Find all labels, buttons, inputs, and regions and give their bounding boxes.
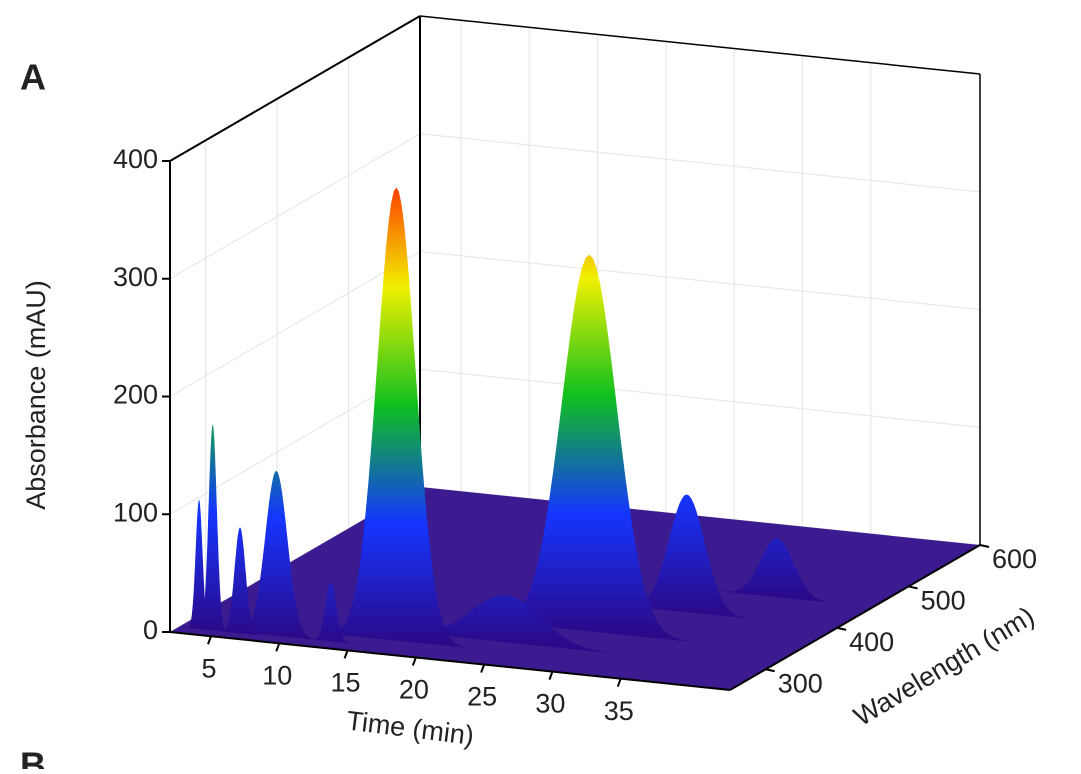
z-tick-label: 600 <box>992 544 1037 574</box>
peak <box>480 254 699 643</box>
next-panel-label: B <box>20 745 46 769</box>
y-tick-label: 300 <box>113 262 158 292</box>
tick <box>765 668 775 673</box>
y-tick-label: 100 <box>113 497 158 527</box>
tick <box>979 544 990 548</box>
grid-line <box>169 133 421 280</box>
peak <box>711 538 843 604</box>
peak <box>615 494 758 620</box>
x-tick-label: 20 <box>399 675 429 705</box>
y-axis-label: Absorbance (mAU) <box>21 280 51 510</box>
x-tick-label: 5 <box>201 653 216 683</box>
tick <box>275 642 281 652</box>
tick <box>480 664 486 673</box>
tick <box>343 650 349 659</box>
y-tick-label: 0 <box>143 615 158 645</box>
peak <box>319 187 473 649</box>
tick <box>411 657 417 666</box>
axis-line <box>169 631 731 691</box>
z-tick-label: 400 <box>849 627 894 657</box>
frame-line <box>419 15 981 75</box>
z-tick-label: 300 <box>778 668 823 698</box>
peak <box>369 595 643 657</box>
axis-line <box>729 544 981 691</box>
z-axis-label: Wavelength (nm) <box>849 601 1040 732</box>
y-tick-label: 200 <box>113 380 158 410</box>
x-tick-label: 25 <box>467 682 497 712</box>
tick <box>836 626 847 631</box>
tick <box>548 671 554 680</box>
frame-line <box>169 15 421 162</box>
panel-label: A <box>20 57 46 98</box>
peak <box>218 527 262 636</box>
peak <box>185 499 213 631</box>
grid-line <box>419 133 981 193</box>
x-tick-label: 35 <box>604 696 634 726</box>
x-tick-label: 30 <box>535 689 565 719</box>
x-tick-label: 15 <box>331 668 361 698</box>
x-tick-label: 10 <box>262 660 292 690</box>
y-tick-label: 400 <box>113 144 158 174</box>
tick <box>616 678 622 688</box>
grid-line <box>419 368 981 428</box>
peak <box>196 424 230 633</box>
peak <box>232 470 320 641</box>
z-tick-label: 500 <box>921 586 966 616</box>
peak <box>309 582 353 644</box>
tick <box>908 585 918 590</box>
x-axis-label: Time (min) <box>345 705 476 750</box>
tick <box>207 635 212 645</box>
grid-line <box>419 251 981 310</box>
grid-line <box>169 251 421 397</box>
